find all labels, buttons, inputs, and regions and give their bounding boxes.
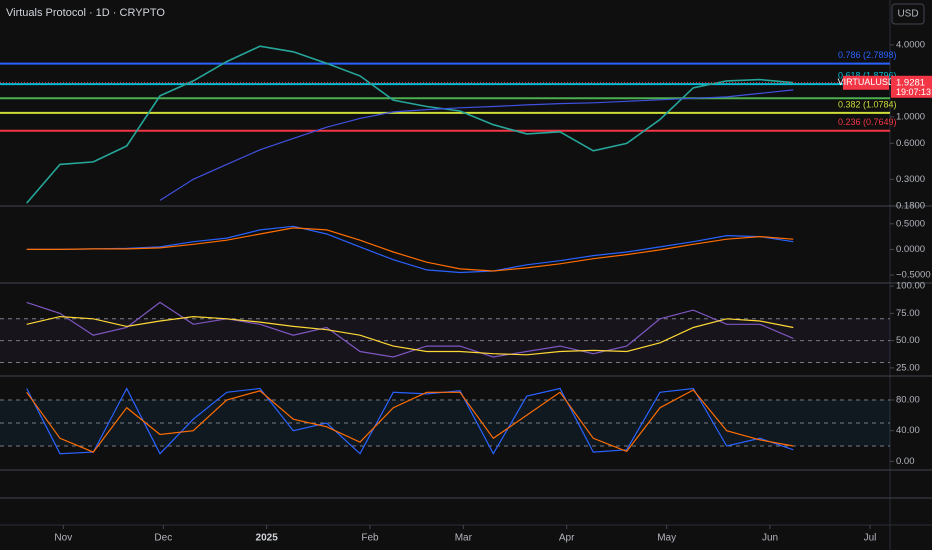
fib-label: 0.618 (1.8796) xyxy=(838,70,897,80)
y-tick-label: 0.6000 xyxy=(896,138,925,149)
y-tick-label: 4.0000 xyxy=(896,39,925,50)
countdown-label: 19:07:13 xyxy=(896,87,931,97)
series-line xyxy=(26,227,794,272)
fib-label: 0.786 (2.7898) xyxy=(838,50,897,60)
x-tick-label: May xyxy=(657,533,676,544)
band-fill xyxy=(0,400,890,446)
symbol-label: VIRTUALUSD xyxy=(838,77,895,87)
y-tick-label: 0.1800 xyxy=(896,200,925,211)
fib-label: 0.236 (0.7649) xyxy=(838,117,897,127)
y-tick-label: 0.00 xyxy=(896,456,915,467)
series-line xyxy=(26,389,794,453)
y-tick-label: 1.0000 xyxy=(896,111,925,122)
currency-label[interactable]: USD xyxy=(897,9,918,20)
y-tick-label: 100.00 xyxy=(896,281,925,292)
x-tick-label: Feb xyxy=(361,533,379,544)
series-line xyxy=(26,301,794,358)
series-line xyxy=(26,315,794,356)
y-tick-label: 80.00 xyxy=(896,395,920,406)
x-tick-label: Jul xyxy=(864,533,877,544)
fib-label: 0.382 (1.0784) xyxy=(838,99,897,109)
y-tick-label: 50.00 xyxy=(896,335,920,346)
y-tick-label: 0.3000 xyxy=(896,174,925,185)
series-line xyxy=(26,45,794,204)
currency-button[interactable] xyxy=(891,3,925,25)
price-tag xyxy=(891,75,932,98)
symbol-tag xyxy=(843,75,889,90)
y-tick-label: 25.00 xyxy=(896,362,920,373)
series-line xyxy=(159,89,794,201)
y-tick-label: 0.0000 xyxy=(896,244,925,255)
y-tick-label: −0.5000 xyxy=(896,270,931,281)
x-tick-label: 2025 xyxy=(256,533,279,544)
series-line xyxy=(26,387,794,455)
x-tick-label: Dec xyxy=(154,533,172,544)
y-tick-label: 75.00 xyxy=(896,308,920,319)
chart-title: Virtuals Protocol · 1D · CRYPTO xyxy=(6,7,165,19)
y-tick-label: 40.00 xyxy=(896,425,920,436)
band-fill xyxy=(0,318,890,363)
series-line xyxy=(26,225,794,274)
x-tick-label: Jun xyxy=(762,533,778,544)
price-label: 1.9281 xyxy=(896,77,925,88)
x-tick-label: Nov xyxy=(54,533,72,544)
x-tick-label: Apr xyxy=(559,533,575,544)
x-tick-label: Mar xyxy=(455,533,473,544)
y-tick-label: 0.5000 xyxy=(896,218,925,229)
